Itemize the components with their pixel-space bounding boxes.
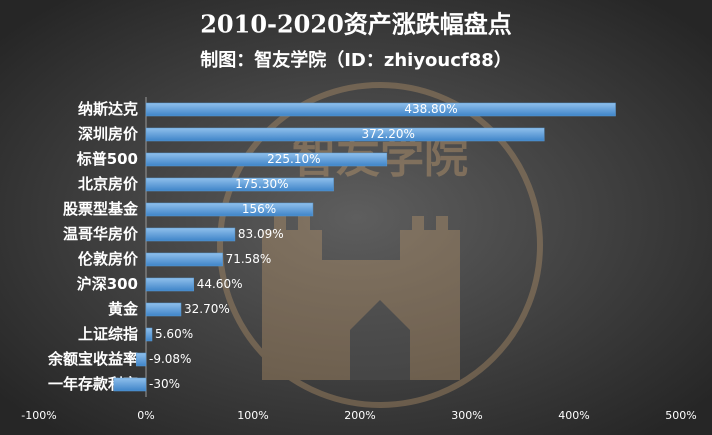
bar xyxy=(113,377,147,392)
y-tick-label: 纳斯达克 xyxy=(78,100,138,118)
bar xyxy=(136,352,147,367)
y-tick-label: 沪深300 xyxy=(77,275,138,293)
y-tick-label: 温哥华房价 xyxy=(63,225,139,243)
bar xyxy=(145,302,182,317)
value-label: 438.80% xyxy=(404,102,457,116)
y-tick-label: 伦敦房价 xyxy=(78,250,139,268)
value-label: 225.10% xyxy=(267,152,320,166)
value-label: 71.58% xyxy=(226,252,272,266)
y-tick-label: 上证综指 xyxy=(78,325,138,343)
bar xyxy=(145,327,153,342)
watermark-logo xyxy=(217,82,543,408)
value-label: 44.60% xyxy=(197,277,243,291)
bar xyxy=(145,152,388,167)
x-tick-label: 400% xyxy=(558,409,589,422)
y-tick-label: 深圳房价 xyxy=(78,125,139,143)
x-tick-label: 0% xyxy=(137,409,154,422)
value-label: 372.20% xyxy=(362,127,415,141)
y-tick-label: 股票型基金 xyxy=(63,200,139,218)
x-tick-label: 200% xyxy=(344,409,375,422)
value-label: 5.60% xyxy=(155,327,193,341)
y-tick-label: 黄金 xyxy=(108,300,139,318)
y-tick-label: 标普500 xyxy=(76,150,138,168)
x-tick-label: 100% xyxy=(237,409,268,422)
value-label: -9.08% xyxy=(149,352,191,366)
value-label: 83.09% xyxy=(238,227,284,241)
bar xyxy=(145,252,223,267)
x-tick-label: -100% xyxy=(21,409,56,422)
value-label: 156% xyxy=(242,202,276,216)
bar xyxy=(145,102,616,117)
y-tick-label: 余额宝收益率 xyxy=(47,350,138,368)
chart-subtitle: 制图：智友学院（ID：zhiyoucf88） xyxy=(200,49,512,71)
x-tick-label: 300% xyxy=(451,409,482,422)
bar xyxy=(145,227,236,242)
value-label: 32.70% xyxy=(184,302,230,316)
bar xyxy=(145,177,334,192)
value-label: -30% xyxy=(149,377,180,391)
y-tick-label: 北京房价 xyxy=(78,175,139,193)
x-tick-label: 500% xyxy=(665,409,696,422)
bar xyxy=(145,277,194,292)
bar xyxy=(145,127,545,142)
chart-title: 2010-2020资产涨跌幅盘点 xyxy=(200,10,512,39)
bar xyxy=(145,202,314,217)
value-label: 175.30% xyxy=(235,177,288,191)
